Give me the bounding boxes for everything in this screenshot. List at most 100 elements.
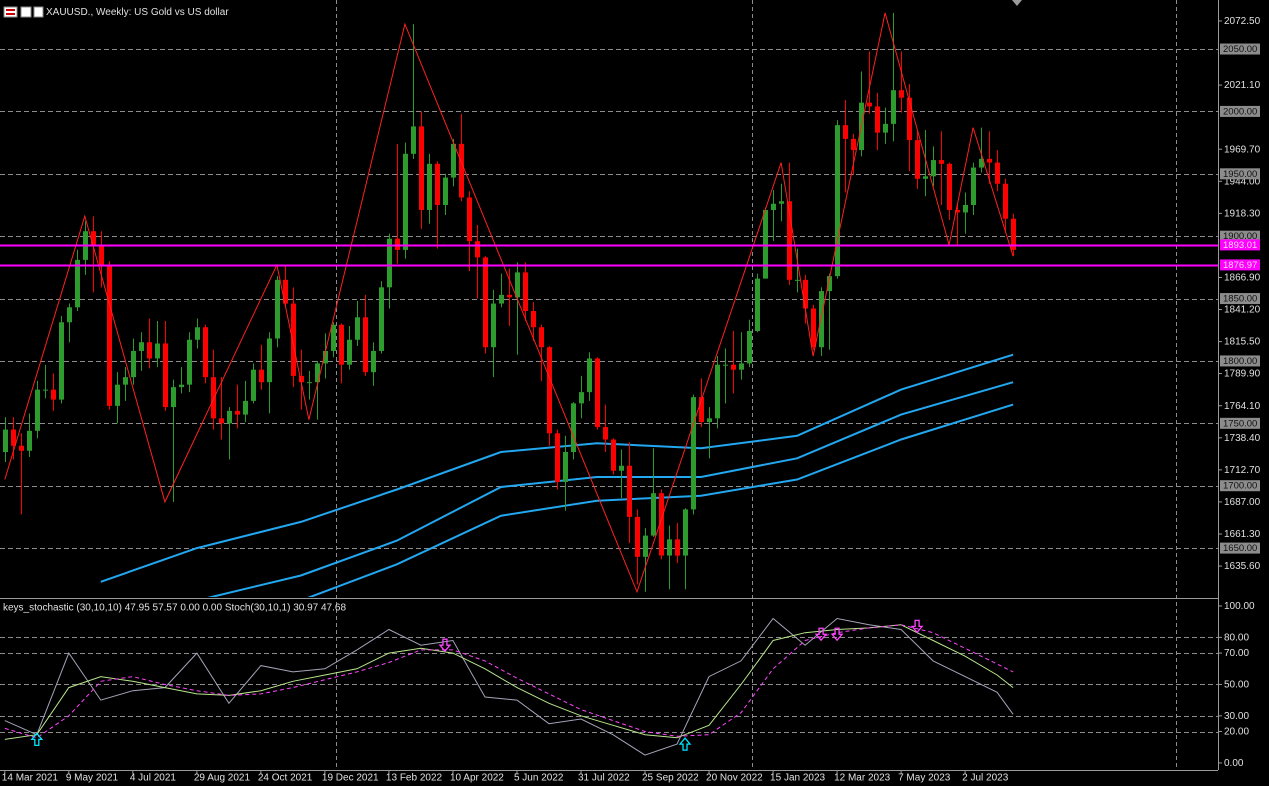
symbol-icon [3,6,44,18]
candle-body [539,327,544,348]
candle-body [611,439,616,471]
candle-body [179,384,184,388]
candle-body [555,433,560,482]
level-label-box [1220,542,1260,554]
candle-body [355,317,360,340]
candle-body [707,418,712,423]
candle-body [507,294,512,298]
candle-body [731,364,736,370]
band-line [307,403,1014,597]
candle-body [419,126,424,210]
hline-label-box [1220,239,1260,251]
level-label-box [1220,168,1260,180]
period-separators [336,0,1177,770]
sell-arrow [910,619,924,634]
candle-body [795,279,800,281]
candle-body [227,410,232,424]
candle-body [699,397,704,423]
y-tick-label: 80.00 [1224,632,1249,643]
candle-body [843,125,848,139]
level-label: 1950.00 [1223,169,1257,180]
candle-body [523,272,528,312]
candle-body [243,400,248,415]
x-tick-label: 12 Mar 2023 [834,773,891,784]
y-tick-label: 30.00 [1224,711,1249,722]
y-tick-label: 0.00 [1224,758,1244,769]
candle-body [547,347,552,434]
candle-body [131,350,136,378]
candle-body [1003,183,1008,219]
y-tick-label: 50.00 [1224,680,1249,691]
candle-body [475,241,480,258]
y-tick-label: 1815.50 [1224,337,1261,348]
y-tick-label: 1738.40 [1224,433,1261,444]
candle-body [19,445,24,451]
candle-body [203,327,208,378]
hline-label-box [1220,259,1260,271]
icon-bar [6,13,15,15]
candle-body [683,509,688,556]
candle-body [27,430,32,451]
sell-arrow [438,638,452,653]
candle-body [219,418,224,424]
candle-body [75,259,80,308]
level-label: 1650.00 [1223,543,1257,554]
x-tick-label: 15 Jan 2023 [770,773,825,784]
y-tick-label: 1687.00 [1224,497,1261,508]
hline-label: 1893.01 [1223,240,1257,251]
x-tick-label: 10 Apr 2022 [450,773,504,784]
candle-body [331,324,336,351]
candle-body [811,308,816,348]
shift-marker [1012,0,1022,6]
candle-body [739,363,744,370]
candle-body [851,138,856,151]
band-line [207,381,1014,597]
candle-body [379,287,384,351]
candle-body [211,377,216,419]
candle-body [1011,218,1016,250]
x-tick-label: 4 Jul 2021 [130,773,177,784]
candle-body [579,392,584,404]
candle-body [995,162,1000,184]
icon-box [20,6,32,18]
candle-body [347,339,352,365]
y-tick-label: 1944.00 [1224,176,1261,187]
candle-body [883,123,888,133]
candle-body [459,143,464,198]
x-tick-label: 7 May 2023 [898,773,951,784]
y-tick-label: 1712.70 [1224,465,1261,476]
y-tick-label: 20.00 [1224,727,1249,738]
y-tick-label: 1764.10 [1224,401,1261,412]
candle-body [139,342,144,351]
x-tick-label: 9 May 2021 [66,773,119,784]
candle-body [827,276,832,292]
y-tick-label: 70.00 [1224,648,1249,659]
candle-body [979,158,984,168]
hline-label: 1876.97 [1223,260,1257,271]
y-tick-label: 1661.30 [1224,529,1261,540]
candle-body [195,327,200,340]
candle-body [11,429,16,446]
level-label: 2050.00 [1223,44,1257,55]
sell-arrow [814,627,828,642]
candle-body [363,317,368,373]
stochastic-line [4,624,1014,740]
candle-body [915,140,920,179]
x-tick-label: 14 Mar 2021 [2,773,59,784]
candle-body [531,311,536,328]
axes: 2072.50 2021.10 1969.70 1944.00 1918.30 1866.… [2,16,1261,784]
candle-body [267,338,272,383]
candle-body [595,358,600,428]
candle-body [779,201,784,204]
candle-body [171,387,176,408]
icon-box [33,6,44,18]
candle-body [499,294,504,304]
candle-body [931,160,936,177]
level-label-box [1220,43,1260,55]
candle-body [771,203,776,210]
candle-body [235,410,240,415]
y-tick-label: 1635.60 [1224,561,1261,572]
candle-body [947,163,952,210]
